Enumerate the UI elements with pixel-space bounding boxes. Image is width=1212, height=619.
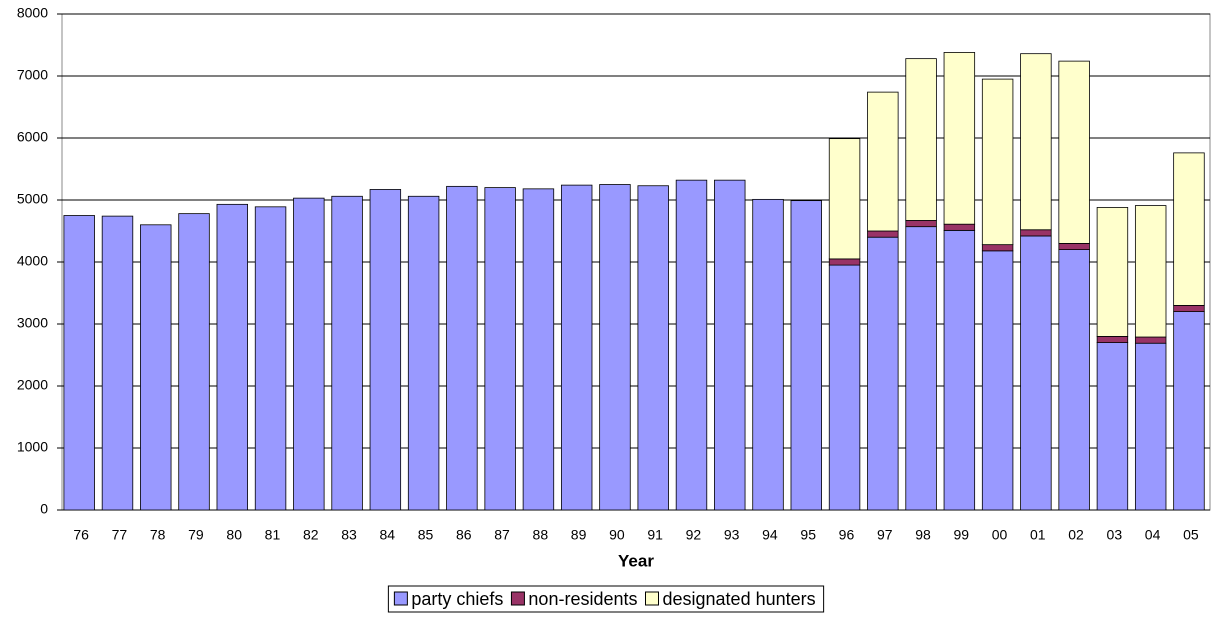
bar-segment xyxy=(1096,335,1129,343)
bar-segment xyxy=(216,203,248,511)
x-tick-label: 76 xyxy=(73,527,89,543)
x-tick-label: 91 xyxy=(647,527,663,543)
bar-segment xyxy=(560,184,593,511)
legend-swatch xyxy=(510,591,525,606)
bar-segment xyxy=(1173,311,1205,511)
bar-segment xyxy=(331,195,363,511)
bar-segment xyxy=(752,198,784,511)
bar-segment xyxy=(943,52,976,225)
bar-segment xyxy=(1058,60,1090,244)
x-tick-label: 00 xyxy=(992,527,1008,543)
bar-segment xyxy=(828,264,861,511)
bar-segment xyxy=(981,250,1014,511)
x-axis-title: Year xyxy=(618,551,654,570)
legend-label: party chiefs xyxy=(411,589,503,609)
bar-segment xyxy=(1134,336,1167,344)
y-tick-label: 8000 xyxy=(17,5,48,21)
y-tick-label: 2000 xyxy=(17,377,48,393)
bar-segment xyxy=(1134,205,1167,338)
x-tick-label: 02 xyxy=(1068,527,1084,543)
bar-segment xyxy=(1134,342,1167,511)
bar-segment xyxy=(101,215,134,511)
bar-segment xyxy=(714,179,746,511)
bar-segment xyxy=(140,224,172,511)
x-tick-label: 95 xyxy=(800,527,816,543)
bar-segment xyxy=(828,258,861,266)
x-tick-label: 83 xyxy=(341,527,357,543)
x-tick-label: 84 xyxy=(379,527,395,543)
x-tick-label: 80 xyxy=(226,527,242,543)
x-tick-label: 85 xyxy=(418,527,434,543)
y-tick-label: 3000 xyxy=(17,315,48,331)
x-tick-label: 77 xyxy=(112,527,128,543)
bar-segment xyxy=(981,244,1014,252)
bar-segment xyxy=(905,220,937,228)
bar-segment xyxy=(484,187,516,511)
x-tick-label: 82 xyxy=(303,527,319,543)
x-tick-label: 05 xyxy=(1183,527,1199,543)
bar-segment xyxy=(1173,152,1205,306)
bar-segment xyxy=(867,230,899,238)
bar-segment xyxy=(905,58,937,221)
y-tick-label: 4000 xyxy=(17,253,48,269)
x-tick-label: 97 xyxy=(877,527,893,543)
bar-segment xyxy=(1020,53,1052,231)
bar-segment xyxy=(1058,249,1090,511)
x-tick-label: 88 xyxy=(533,527,549,543)
bar-segment xyxy=(867,236,899,511)
legend-label: non-residents xyxy=(528,589,637,609)
legend-label: designated hunters xyxy=(663,589,816,609)
x-tick-label: 96 xyxy=(839,527,855,543)
bar-segment xyxy=(599,184,631,511)
bar-segment xyxy=(981,78,1014,246)
bar-segment xyxy=(905,226,937,511)
x-tick-label: 92 xyxy=(686,527,702,543)
x-tick-label: 87 xyxy=(494,527,510,543)
x-tick-label: 99 xyxy=(953,527,969,543)
y-tick-label: 0 xyxy=(40,501,48,517)
bar-segment xyxy=(369,189,402,511)
legend-swatch xyxy=(645,591,659,606)
legend-swatch xyxy=(393,591,408,606)
x-tick-label: 03 xyxy=(1107,527,1123,543)
bar-segment xyxy=(407,195,440,511)
y-tick-label: 5000 xyxy=(17,191,48,207)
y-tick-label: 7000 xyxy=(17,67,48,83)
legend-box xyxy=(387,585,825,613)
x-tick-label: 78 xyxy=(150,527,166,543)
bar-segment xyxy=(1096,342,1129,511)
bar-segment xyxy=(867,91,899,232)
x-tick-label: 86 xyxy=(456,527,472,543)
y-tick-label: 1000 xyxy=(17,439,48,455)
x-tick-label: 01 xyxy=(1030,527,1046,543)
x-tick-label: 98 xyxy=(915,527,931,543)
x-tick-label: 79 xyxy=(188,527,204,543)
bar-segment xyxy=(790,200,822,511)
bar-segment xyxy=(522,188,555,511)
bar-segment xyxy=(675,179,708,511)
bar-segment xyxy=(943,223,976,231)
bar-segment xyxy=(63,215,95,511)
bar-segment xyxy=(178,213,210,511)
bar-segment xyxy=(446,185,478,511)
bar-segment xyxy=(293,197,325,511)
bar-segment xyxy=(1020,235,1052,511)
bar-segment xyxy=(1173,304,1205,312)
x-tick-label: 81 xyxy=(265,527,281,543)
x-tick-label: 89 xyxy=(571,527,587,543)
bar-segment xyxy=(1058,242,1090,250)
x-tick-label: 90 xyxy=(609,527,625,543)
bar-segment xyxy=(1020,229,1052,237)
bar-segment xyxy=(637,185,669,511)
x-tick-label: 93 xyxy=(724,527,740,543)
bar-segment xyxy=(254,206,287,511)
x-tick-label: 04 xyxy=(1145,527,1161,543)
y-tick-label: 6000 xyxy=(17,129,48,145)
bar-segment xyxy=(943,229,976,511)
bar-segment xyxy=(828,138,861,260)
x-tick-label: 94 xyxy=(762,527,778,543)
bar-segment xyxy=(1096,207,1129,337)
